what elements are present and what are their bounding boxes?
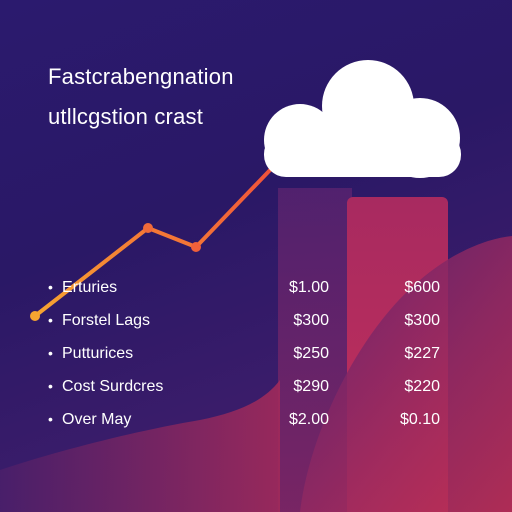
item-value-1: $2.00 [288, 411, 329, 428]
item-value-2: $220 [404, 378, 440, 395]
item-label: Cost Surdcres [62, 378, 164, 395]
item-label: Forstel Lags [62, 312, 151, 329]
item-value-2: $227 [404, 345, 440, 362]
bullet-icon: • [48, 411, 53, 427]
trend-point [191, 242, 201, 252]
item-value-2: $0.10 [399, 411, 440, 428]
list-item: • Cost Surdcres $290 $220 [0, 370, 512, 403]
heading-line-2: utllcgstion crast [48, 104, 204, 129]
list-item: • Over May $2.00 $0.10 [0, 403, 512, 436]
heading-line-1: Fastcrabengnation [48, 64, 234, 89]
item-value-1: $290 [293, 378, 329, 395]
item-value-1: $1.00 [288, 279, 329, 296]
item-value-1: $300 [293, 312, 329, 329]
bullet-icon: • [48, 345, 53, 361]
item-value-2: $300 [404, 312, 440, 329]
trend-point [30, 311, 40, 321]
list-item: • Forstel Lags $300 $300 [0, 304, 512, 337]
trend-point [143, 223, 153, 233]
item-label: Putturices [62, 345, 134, 362]
wave-shape-right [300, 236, 512, 512]
bullet-icon: • [48, 279, 53, 295]
cloud-icon [264, 60, 461, 178]
bullet-icon: • [48, 378, 53, 394]
trend-line [33, 166, 274, 318]
item-label: Over May [62, 411, 132, 428]
bullet-icon: • [48, 312, 53, 328]
wave-shape-left [0, 380, 280, 512]
cost-list: • Erturies $1.00 $600 • Forstel Lags $30… [0, 271, 512, 436]
item-value-1: $250 [293, 345, 329, 362]
item-label: Erturies [62, 279, 118, 296]
item-value-2: $600 [404, 279, 440, 296]
list-item: • Erturies $1.00 $600 [0, 271, 512, 304]
list-item: • Putturices $250 $227 [0, 337, 512, 370]
